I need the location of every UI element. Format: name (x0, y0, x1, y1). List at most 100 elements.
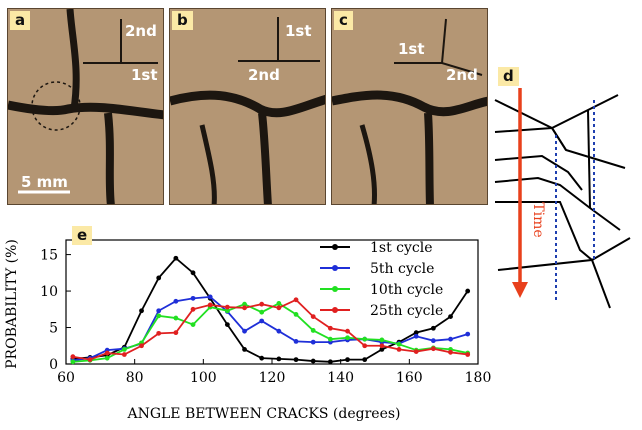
data-point (345, 328, 350, 334)
mud-crack-image-c (332, 9, 487, 204)
data-point (139, 308, 144, 314)
label-first-crack: 1st (285, 22, 312, 40)
data-point (327, 336, 333, 342)
label-first-crack: 1st (131, 66, 158, 84)
data-point (190, 295, 196, 301)
x-tick-label: 120 (259, 370, 286, 386)
x-tick-label: 80 (126, 370, 144, 386)
data-point (379, 343, 385, 349)
legend-label: 5th cycle (370, 261, 434, 277)
data-point (276, 305, 282, 311)
data-point (87, 357, 93, 363)
data-point (259, 318, 265, 324)
data-point (156, 313, 162, 319)
data-point (173, 298, 179, 304)
data-point (310, 328, 316, 333)
crack-evolution-diagram: Time (494, 88, 631, 309)
data-point (362, 336, 368, 342)
data-point (156, 330, 162, 336)
data-point (104, 355, 110, 361)
x-tick-label: 60 (57, 370, 75, 386)
micrograph-panel-c: c 1st 2nd (331, 8, 488, 205)
data-point (430, 338, 436, 344)
legend-label: 10th cycle (370, 282, 443, 298)
x-tick-label: 160 (396, 370, 423, 386)
label-first-crack: 1st (398, 40, 425, 58)
data-point (413, 349, 419, 354)
data-point (362, 357, 368, 363)
data-point (156, 308, 162, 314)
data-point (156, 275, 162, 281)
data-point (190, 270, 196, 276)
data-point (224, 304, 230, 310)
data-point (327, 325, 333, 331)
data-point (173, 315, 179, 321)
data-point (242, 328, 247, 334)
mud-crack-image-b (170, 9, 325, 204)
panel-letter-d: d (498, 67, 519, 86)
data-point (242, 347, 247, 352)
x-tick-label: 140 (327, 370, 354, 386)
data-point (104, 350, 110, 356)
panel-letter-b: b (172, 11, 193, 30)
series-line-3 (72, 302, 468, 363)
data-point (242, 305, 247, 311)
data-point (310, 339, 316, 345)
label-second-crack: 2nd (248, 66, 280, 84)
y-axis-label: PROBABILITY (%) (4, 239, 20, 369)
data-point (224, 308, 230, 314)
panel-letter-e: e (72, 226, 93, 245)
data-point (139, 343, 144, 349)
data-point (448, 314, 453, 319)
data-point (448, 336, 453, 342)
y-tick-label: 15 (40, 248, 58, 264)
time-label: Time (530, 202, 546, 237)
data-point (310, 314, 316, 319)
mud-crack-image-a (8, 9, 163, 204)
panel-letter-a: a (10, 11, 31, 30)
data-point (190, 306, 196, 312)
data-point (379, 337, 385, 343)
legend-marker (332, 265, 338, 271)
data-point (70, 354, 76, 360)
data-point (173, 330, 179, 336)
scale-bar-label: 5 mm (21, 173, 68, 191)
data-point (379, 347, 385, 352)
crack-network-lines (494, 94, 631, 309)
data-point (190, 322, 196, 328)
x-tick-label: 180 (465, 370, 492, 386)
plot-frame (65, 239, 479, 365)
panel-letter-c: c (334, 11, 353, 30)
y-tick-label: 5 (49, 321, 58, 337)
data-point (207, 302, 213, 308)
data-point (259, 355, 265, 361)
data-point (465, 288, 471, 294)
data-point (224, 322, 230, 328)
micrograph-panel-a: a 2nd 1st 5 mm (7, 8, 164, 205)
y-tick-label: 10 (40, 284, 58, 300)
data-point (362, 343, 368, 349)
data-point (293, 338, 299, 344)
data-point (327, 359, 333, 365)
data-point (413, 330, 419, 336)
data-point (430, 325, 436, 331)
data-point (396, 341, 402, 347)
data-point (207, 294, 213, 300)
data-point (465, 352, 471, 357)
label-second-crack: 2nd (446, 66, 478, 84)
data-point (465, 331, 471, 337)
data-point (448, 349, 453, 355)
data-point (276, 328, 282, 334)
legend-label: 1st cycle (370, 240, 433, 256)
data-point (345, 335, 350, 341)
data-point (242, 301, 247, 307)
data-point (310, 358, 316, 364)
legend-marker (332, 307, 338, 313)
legend-marker (332, 244, 338, 250)
series-line-4 (72, 298, 468, 361)
data-point (259, 309, 265, 315)
legend-label: 25th cycle (370, 303, 443, 319)
data-point (293, 312, 299, 317)
data-point (396, 347, 402, 352)
angle-probability-chart: 60 80 100 120 140 160 180 0 5 10 15 1st cycle 5th c… (4, 239, 492, 422)
